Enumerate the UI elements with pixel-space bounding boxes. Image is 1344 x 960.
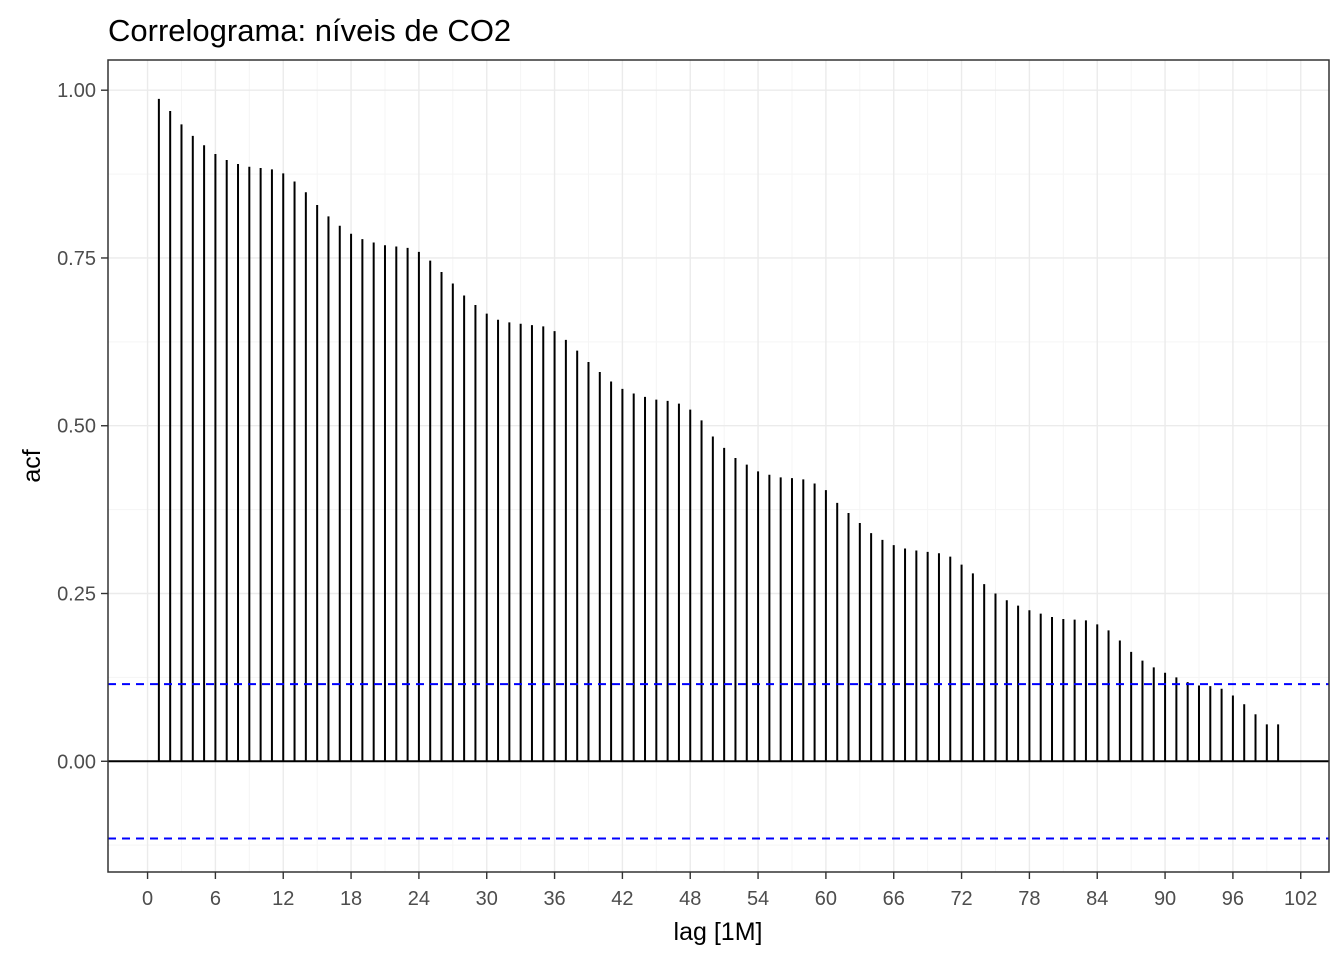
y-tick-label: 0.50 bbox=[57, 416, 96, 438]
y-tick-label: 0.75 bbox=[57, 248, 96, 270]
x-tick-label: 84 bbox=[1086, 888, 1108, 910]
x-tick-label: 66 bbox=[883, 888, 905, 910]
x-tick-label: 78 bbox=[1018, 888, 1040, 910]
plot-panel bbox=[107, 59, 1330, 873]
x-tick-label: 0 bbox=[142, 888, 153, 910]
y-tick-label: 1.00 bbox=[57, 80, 96, 102]
chart-title: Correlograma: níveis de CO2 bbox=[108, 13, 511, 48]
grid-lines bbox=[108, 60, 1329, 872]
y-axis-title: acf bbox=[18, 449, 46, 482]
x-tick-label: 60 bbox=[815, 888, 837, 910]
y-tick-label: 0.00 bbox=[57, 751, 96, 773]
y-tick-label: 0.25 bbox=[57, 584, 96, 606]
x-tick-label: 36 bbox=[543, 888, 565, 910]
x-tick-label: 42 bbox=[611, 888, 633, 910]
reference-lines bbox=[108, 683, 1329, 840]
x-tick-label: 12 bbox=[272, 888, 294, 910]
x-tick-label: 6 bbox=[210, 888, 221, 910]
y-axis: 0.00 0.25 0.50 0.75 1.00 bbox=[57, 80, 108, 773]
x-tick-label: 102 bbox=[1284, 888, 1317, 910]
x-tick-label: 24 bbox=[408, 888, 430, 910]
x-axis-title: lag [1M] bbox=[674, 918, 763, 946]
x-tick-label: 18 bbox=[340, 888, 362, 910]
x-tick-label: 90 bbox=[1154, 888, 1176, 910]
x-tick-label: 54 bbox=[747, 888, 769, 910]
x-tick-label: 30 bbox=[476, 888, 498, 910]
acf-bars bbox=[157, 98, 1280, 762]
x-tick-label: 72 bbox=[950, 888, 972, 910]
x-tick-label: 96 bbox=[1222, 888, 1244, 910]
x-tick-label: 48 bbox=[679, 888, 701, 910]
panel-background bbox=[108, 60, 1329, 872]
x-axis: 0 6 12 18 24 30 36 42 48 54 60 66 72 78 84 90 96 102 bbox=[142, 872, 1317, 910]
